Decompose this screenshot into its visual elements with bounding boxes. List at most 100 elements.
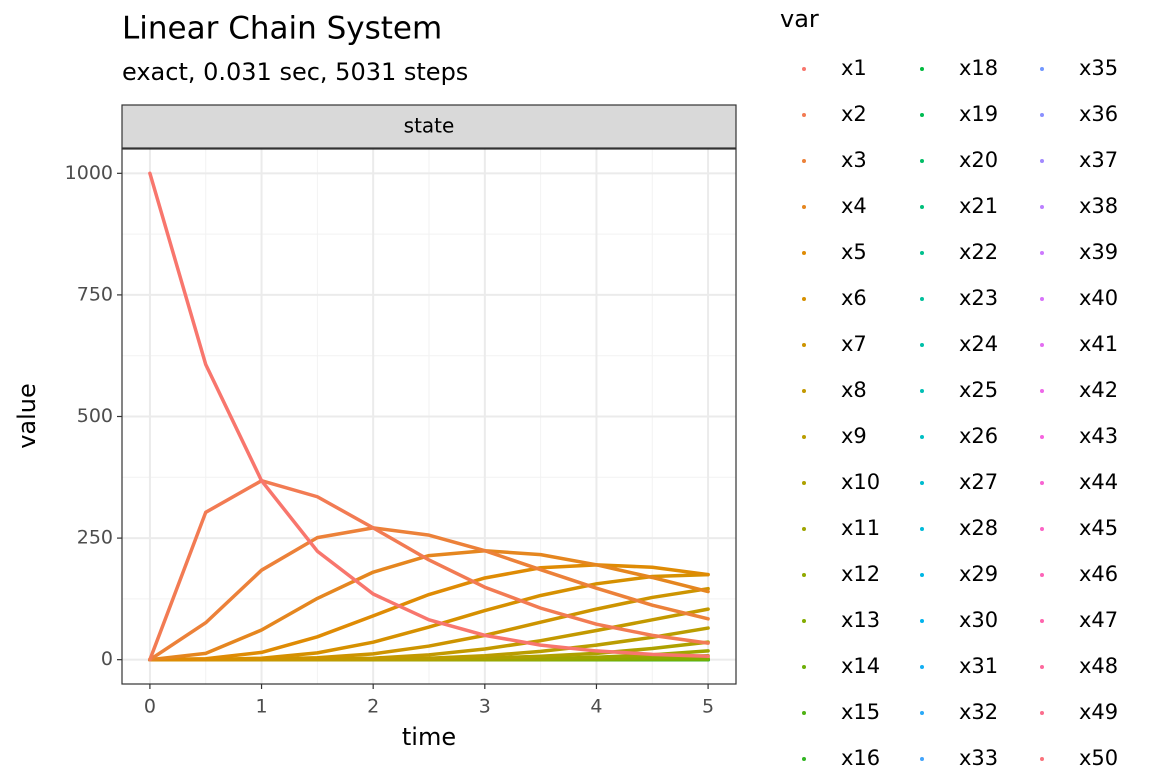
legend-label: x16 [841, 746, 880, 768]
x-tick-label: 4 [590, 696, 602, 718]
legend-label: x28 [959, 516, 998, 540]
x-tick-label: 0 [144, 696, 156, 718]
legend-swatch [920, 757, 924, 761]
legend-swatch [802, 67, 806, 71]
legend-label: x26 [959, 424, 998, 448]
legend-label: x43 [1079, 424, 1118, 448]
legend-swatch [1040, 619, 1044, 623]
legend-label: x50 [1079, 746, 1118, 768]
legend-label: x41 [1079, 332, 1118, 356]
legend-label: x48 [1079, 654, 1118, 678]
legend-swatch [802, 251, 806, 255]
chart-title: Linear Chain System [122, 11, 442, 47]
legend-swatch [802, 619, 806, 623]
facet-label: state [404, 114, 455, 138]
legend-swatch [920, 113, 924, 117]
y-tick-label: 0 [101, 648, 113, 670]
x-tick-label: 3 [479, 696, 491, 718]
legend-label: x20 [959, 148, 998, 172]
legend-title: var [780, 5, 819, 33]
legend-swatch [920, 619, 924, 623]
legend-label: x10 [841, 470, 880, 494]
legend-swatch [1040, 573, 1044, 577]
legend-swatch [802, 527, 806, 531]
x-axis-title: time [402, 723, 456, 751]
legend-label: x42 [1079, 378, 1118, 402]
legend-label: x39 [1079, 240, 1118, 264]
legend-swatch [802, 343, 806, 347]
legend-swatch [920, 481, 924, 485]
legend-swatch [920, 297, 924, 301]
legend-swatch [920, 527, 924, 531]
legend-swatch [1040, 711, 1044, 715]
legend-label: x6 [841, 286, 867, 310]
legend-label: x8 [841, 378, 867, 402]
legend-label: x9 [841, 424, 867, 448]
legend-swatch [1040, 665, 1044, 669]
legend-label: x31 [959, 654, 998, 678]
legend-label: x27 [959, 470, 998, 494]
x-tick-label: 1 [255, 696, 267, 718]
legend-label: x35 [1079, 56, 1118, 80]
legend-swatch [1040, 205, 1044, 209]
legend-label: x2 [841, 102, 867, 126]
legend-label: x5 [841, 240, 867, 264]
legend-label: x45 [1079, 516, 1118, 540]
legend-swatch [1040, 67, 1044, 71]
legend-label: x37 [1079, 148, 1118, 172]
legend-swatch [1040, 481, 1044, 485]
legend-label: x49 [1079, 700, 1118, 724]
series-line [148, 572, 710, 662]
legend-swatch [1040, 527, 1044, 531]
legend-swatch [802, 757, 806, 761]
legend-swatch [920, 159, 924, 163]
legend-label: x30 [959, 608, 998, 632]
legend-swatch [920, 205, 924, 209]
legend-label: x44 [1079, 470, 1118, 494]
legend-label: x33 [959, 746, 998, 768]
legend-label: x23 [959, 286, 998, 310]
legend-label: x40 [1079, 286, 1118, 310]
legend-swatch [802, 205, 806, 209]
legend-swatch [920, 573, 924, 577]
legend-label: x38 [1079, 194, 1118, 218]
legend-swatch [802, 435, 806, 439]
legend-label: x18 [959, 56, 998, 80]
legend-label: x24 [959, 332, 998, 356]
y-tick-label: 1000 [65, 162, 113, 184]
legend-label: x29 [959, 562, 998, 586]
legend-label: x7 [841, 332, 867, 356]
x-tick-label: 2 [367, 696, 379, 718]
legend-swatch [920, 665, 924, 669]
series-line [148, 563, 710, 662]
legend-label: x22 [959, 240, 998, 264]
legend-swatch [1040, 343, 1044, 347]
legend-swatch [1040, 159, 1044, 163]
y-axis-title: value [13, 383, 41, 449]
y-tick-label: 500 [77, 405, 113, 427]
series-line [148, 478, 710, 662]
plot-border [121, 148, 737, 685]
legend-label: x3 [841, 148, 867, 172]
legend-swatch [802, 711, 806, 715]
series-line [148, 171, 710, 659]
y-tick-label: 250 [77, 527, 113, 549]
legend-swatch [920, 389, 924, 393]
legend-swatch [1040, 297, 1044, 301]
legend-swatch [802, 113, 806, 117]
legend-swatch [1040, 113, 1044, 117]
legend-swatch [802, 297, 806, 301]
legend-swatch [802, 481, 806, 485]
legend-label: x25 [959, 378, 998, 402]
legend-swatch [920, 67, 924, 71]
legend-swatch [802, 389, 806, 393]
legend-label: x32 [959, 700, 998, 724]
series-line [148, 548, 710, 662]
legend-label: x11 [841, 516, 880, 540]
legend-label: x1 [841, 56, 867, 80]
legend-label: x46 [1079, 562, 1118, 586]
legend-swatch [1040, 757, 1044, 761]
legend-swatch [1040, 435, 1044, 439]
legend-swatch [802, 159, 806, 163]
